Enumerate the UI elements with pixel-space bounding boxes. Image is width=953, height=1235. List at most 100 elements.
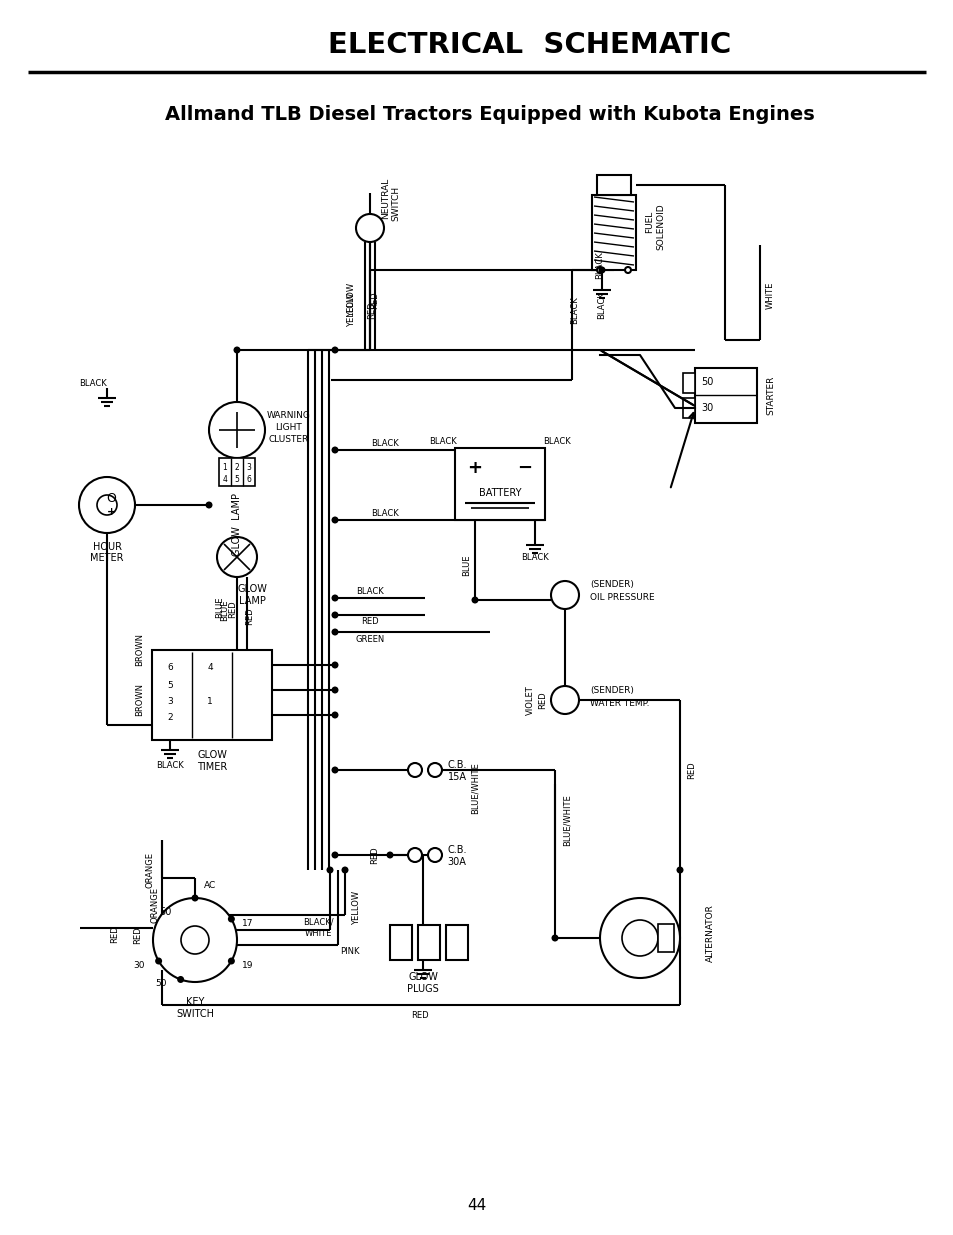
Circle shape [181,926,209,953]
Text: BROWN: BROWN [135,634,144,667]
Text: NEUTRAL: NEUTRAL [381,178,390,219]
Text: (SENDER): (SENDER) [589,580,633,589]
Text: RED: RED [537,692,547,709]
Circle shape [331,662,338,668]
Text: 1: 1 [207,698,213,706]
Text: KEY: KEY [186,997,204,1007]
Circle shape [97,495,117,515]
Circle shape [331,851,338,858]
Circle shape [155,957,162,965]
Circle shape [598,267,605,273]
Text: BROWN: BROWN [135,683,144,716]
Text: BLUE/WHITE: BLUE/WHITE [562,794,571,846]
Text: SOLENOID: SOLENOID [656,204,665,251]
Text: LAMP: LAMP [238,597,265,606]
Text: 17: 17 [241,919,253,927]
Circle shape [428,763,441,777]
Text: RED: RED [370,846,379,863]
Text: 30A: 30A [447,857,466,867]
Text: BLACK: BLACK [371,509,398,517]
Circle shape [331,611,338,619]
Bar [152,650,272,740]
Text: 6: 6 [246,475,252,484]
Text: RED: RED [111,925,119,942]
Text: HOUR: HOUR [92,542,121,552]
Circle shape [551,685,578,714]
Text: SWITCH: SWITCH [175,1009,213,1019]
Text: 30: 30 [132,961,144,969]
Circle shape [428,848,441,862]
Text: PLUGS: PLUGS [407,984,438,994]
Text: RED: RED [411,1010,428,1020]
Bar [658,924,673,952]
Text: WATER TEMP.: WATER TEMP. [589,699,649,708]
Bar [417,925,439,960]
Text: WARNING: WARNING [267,411,311,420]
Text: LIGHT: LIGHT [275,424,302,432]
Text: RED: RED [370,291,379,309]
Text: 4: 4 [207,663,213,673]
Text: ORANGE: ORANGE [146,852,154,888]
Circle shape [228,915,234,923]
Circle shape [331,516,338,524]
Text: CLUSTER: CLUSTER [269,436,309,445]
Text: BLACK/: BLACK/ [302,918,333,926]
Text: 50: 50 [154,979,166,988]
Text: YELLOW: YELLOW [347,293,356,327]
Text: Allmand TLB Diesel Tractors Equipped with Kubota Engines: Allmand TLB Diesel Tractors Equipped wit… [165,105,814,125]
Circle shape [408,848,421,862]
Text: GREEN: GREEN [355,635,384,643]
Text: OIL PRESSURE: OIL PRESSURE [589,594,654,603]
Text: GLOW: GLOW [236,584,267,594]
Bar [455,448,544,520]
Text: −: − [517,459,532,477]
Text: BLACK: BLACK [570,296,578,324]
Text: 5: 5 [167,680,172,689]
Circle shape [233,347,240,353]
Text: YELLOW: YELLOW [352,890,361,925]
Text: PINK: PINK [340,947,359,956]
Circle shape [624,267,630,273]
Circle shape [79,477,135,534]
Text: BLACK: BLACK [156,761,184,769]
Text: BLACK: BLACK [520,553,548,562]
Text: 3: 3 [167,698,172,706]
Text: +: + [467,459,482,477]
Circle shape [177,976,184,983]
Circle shape [676,867,682,873]
Text: 5: 5 [234,475,239,484]
Text: BLACK: BLACK [595,251,604,279]
Circle shape [331,687,338,694]
Text: GLOW: GLOW [197,750,227,760]
Text: BATTERY: BATTERY [478,488,520,498]
Circle shape [341,867,348,873]
Text: FUEL: FUEL [645,211,654,233]
Bar [682,373,695,393]
Circle shape [331,447,338,453]
Bar [592,195,636,270]
Text: (SENDER): (SENDER) [589,685,633,694]
Circle shape [331,711,338,719]
Text: RED: RED [687,761,696,779]
Text: 6: 6 [167,663,172,673]
Text: WHITE: WHITE [304,930,332,939]
Circle shape [408,763,421,777]
Circle shape [192,894,198,902]
Bar [219,458,254,487]
Text: WHITE: WHITE [764,282,774,309]
Text: AC: AC [204,882,216,890]
Text: YELLOW: YELLOW [347,283,356,317]
Text: RED: RED [245,608,254,625]
Bar [390,925,412,960]
Circle shape [471,597,478,604]
Text: ORANGE: ORANGE [151,887,159,923]
Bar [446,925,468,960]
Text: 50: 50 [700,377,713,387]
Circle shape [621,920,658,956]
Text: STARTER: STARTER [765,375,775,415]
Text: BLUE/WHITE: BLUE/WHITE [470,762,479,814]
Text: 2: 2 [234,463,239,473]
Text: SWITCH: SWITCH [391,185,400,221]
Text: O: O [106,493,116,505]
Circle shape [228,957,234,965]
